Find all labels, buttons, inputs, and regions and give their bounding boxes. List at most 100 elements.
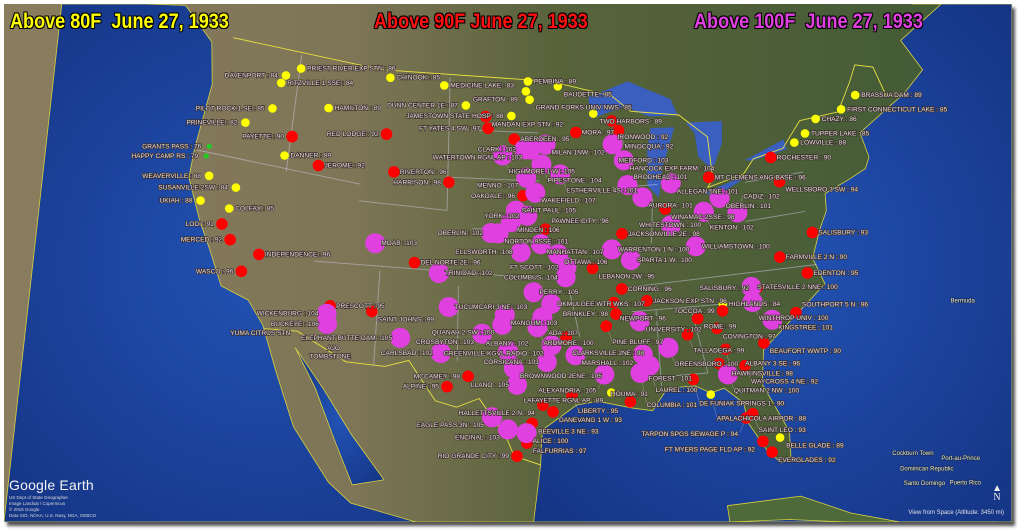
station-marker-above-80f[interactable] bbox=[850, 90, 860, 100]
station-marker-above-100f[interactable] bbox=[717, 364, 738, 385]
station-marker-above-90f[interactable] bbox=[479, 110, 492, 123]
station-marker-above-90f[interactable] bbox=[757, 435, 769, 448]
station-marker-above-90f[interactable] bbox=[570, 126, 582, 139]
station-marker-above-100f[interactable] bbox=[632, 344, 653, 365]
station-marker-above-90f[interactable] bbox=[616, 228, 628, 240]
station-marker-above-100f[interactable] bbox=[498, 341, 519, 362]
station-marker-above-90f[interactable] bbox=[312, 159, 325, 172]
station-marker-above-100f[interactable] bbox=[516, 423, 537, 444]
station-marker-above-80f[interactable] bbox=[775, 433, 785, 442]
station-marker-above-90f[interactable] bbox=[702, 171, 715, 184]
station-marker-above-90f[interactable] bbox=[711, 322, 723, 335]
station-marker-above-100f[interactable] bbox=[555, 267, 576, 288]
station-marker-above-80f[interactable] bbox=[790, 138, 799, 147]
google-earth-map-view[interactable]: Bermuda Puerto Rico Dominican Republic Sant… bbox=[4, 4, 1012, 522]
station-marker-above-80f[interactable] bbox=[706, 390, 716, 399]
station-marker-above-90f[interactable] bbox=[607, 296, 620, 309]
station-marker-above-80f[interactable] bbox=[386, 73, 395, 82]
station-marker-above-90f[interactable] bbox=[600, 320, 612, 333]
station-marker-above-90f[interactable] bbox=[508, 133, 521, 145]
station-marker-above-80f[interactable] bbox=[268, 104, 277, 113]
station-marker-above-80f[interactable] bbox=[276, 78, 286, 88]
station-marker-above-80f[interactable] bbox=[521, 87, 531, 96]
station-marker-above-80f[interactable] bbox=[589, 109, 598, 118]
station-marker-above-90f[interactable] bbox=[408, 256, 421, 269]
station-marker-above-90f[interactable] bbox=[566, 389, 578, 401]
station-marker-above-100f[interactable] bbox=[601, 239, 622, 260]
station-marker-above-100f[interactable] bbox=[501, 212, 522, 233]
station-marker-above-90f[interactable] bbox=[774, 251, 786, 263]
station-marker-above-100f[interactable] bbox=[685, 236, 706, 257]
station-marker-above-100f[interactable] bbox=[535, 134, 556, 155]
station-marker-above-100f[interactable] bbox=[632, 187, 653, 208]
station-marker-above-100f[interactable] bbox=[481, 223, 501, 243]
station-marker-above-100f[interactable] bbox=[762, 309, 783, 330]
station-marker-above-90f[interactable] bbox=[659, 203, 671, 215]
station-marker-above-100f[interactable] bbox=[661, 215, 681, 236]
station-marker-above-100f[interactable] bbox=[602, 134, 623, 155]
station-marker-above-90f[interactable] bbox=[766, 446, 778, 459]
station-marker-above-100f[interactable] bbox=[727, 202, 748, 223]
station-marker-above-90f[interactable] bbox=[388, 166, 400, 178]
station-marker-above-100f[interactable] bbox=[621, 250, 641, 270]
station-marker-above-90f[interactable] bbox=[765, 151, 777, 164]
station-marker-above-100f[interactable] bbox=[516, 167, 537, 188]
station-marker-above-100f[interactable] bbox=[520, 139, 541, 160]
station-marker-above-80f[interactable] bbox=[324, 103, 333, 113]
station-marker-above-100f[interactable] bbox=[550, 164, 571, 185]
station-marker-above-100f[interactable] bbox=[317, 313, 337, 334]
station-marker-above-90f[interactable] bbox=[586, 262, 599, 275]
station-marker-above-100f[interactable] bbox=[548, 244, 569, 265]
station-marker-above-90f[interactable] bbox=[366, 305, 378, 318]
station-marker-above-80f[interactable] bbox=[811, 114, 820, 124]
station-marker-above-90f[interactable] bbox=[286, 130, 298, 143]
station-marker-above-90f[interactable] bbox=[641, 295, 653, 307]
station-marker-above-80f[interactable] bbox=[231, 183, 241, 192]
station-marker-above-90f[interactable] bbox=[547, 406, 559, 418]
station-marker-above-100f[interactable] bbox=[390, 327, 411, 348]
station-marker-above-100f[interactable] bbox=[541, 335, 562, 356]
station-marker-above-90f[interactable] bbox=[616, 283, 628, 295]
station-marker-above-90f[interactable] bbox=[482, 122, 494, 135]
station-marker-above-90f[interactable] bbox=[216, 218, 228, 230]
station-marker-above-80f[interactable] bbox=[224, 204, 234, 213]
station-marker-above-80f[interactable] bbox=[241, 118, 250, 127]
station-marker-above-90f[interactable] bbox=[739, 359, 751, 372]
station-marker-above-100f[interactable] bbox=[693, 201, 714, 222]
station-marker-above-90f[interactable] bbox=[740, 412, 752, 424]
station-marker-above-100f[interactable] bbox=[492, 145, 513, 166]
station-marker-above-90f[interactable] bbox=[801, 267, 814, 279]
station-marker-above-100f[interactable] bbox=[629, 311, 650, 332]
station-marker-above-100f[interactable] bbox=[510, 242, 531, 263]
station-marker-above-80f[interactable] bbox=[607, 388, 616, 397]
station-marker-above-70f[interactable] bbox=[203, 153, 209, 159]
station-marker-above-90f[interactable] bbox=[790, 306, 802, 319]
station-marker-above-90f[interactable] bbox=[716, 305, 729, 317]
station-marker-above-90f[interactable] bbox=[806, 226, 819, 239]
station-marker-above-80f[interactable] bbox=[553, 82, 563, 91]
station-marker-above-90f[interactable] bbox=[610, 308, 622, 321]
station-marker-above-80f[interactable] bbox=[800, 129, 810, 138]
station-marker-above-100f[interactable] bbox=[523, 282, 544, 303]
station-marker-above-90f[interactable] bbox=[691, 312, 704, 325]
station-marker-above-90f[interactable] bbox=[687, 373, 699, 386]
station-marker-above-80f[interactable] bbox=[525, 95, 534, 104]
station-marker-above-100f[interactable] bbox=[741, 276, 762, 297]
compass-north-icon[interactable]: ▲ N bbox=[992, 483, 1002, 503]
station-marker-above-100f[interactable] bbox=[709, 187, 730, 208]
station-marker-above-100f[interactable] bbox=[497, 419, 518, 440]
station-marker-above-90f[interactable] bbox=[624, 396, 637, 408]
station-marker-above-80f[interactable] bbox=[836, 105, 846, 114]
station-marker-above-100f[interactable] bbox=[660, 173, 681, 194]
station-marker-above-90f[interactable] bbox=[537, 399, 549, 411]
station-marker-above-90f[interactable] bbox=[235, 265, 248, 278]
station-marker-above-90f[interactable] bbox=[605, 115, 618, 127]
station-marker-above-90f[interactable] bbox=[773, 175, 786, 188]
station-marker-above-100f[interactable] bbox=[530, 234, 551, 255]
station-marker-above-100f[interactable] bbox=[658, 337, 679, 358]
station-marker-above-100f[interactable] bbox=[531, 154, 552, 175]
station-marker-above-90f[interactable] bbox=[719, 343, 732, 356]
station-marker-above-100f[interactable] bbox=[565, 345, 586, 366]
station-marker-above-90f[interactable] bbox=[758, 337, 770, 349]
station-marker-above-80f[interactable] bbox=[523, 77, 533, 86]
